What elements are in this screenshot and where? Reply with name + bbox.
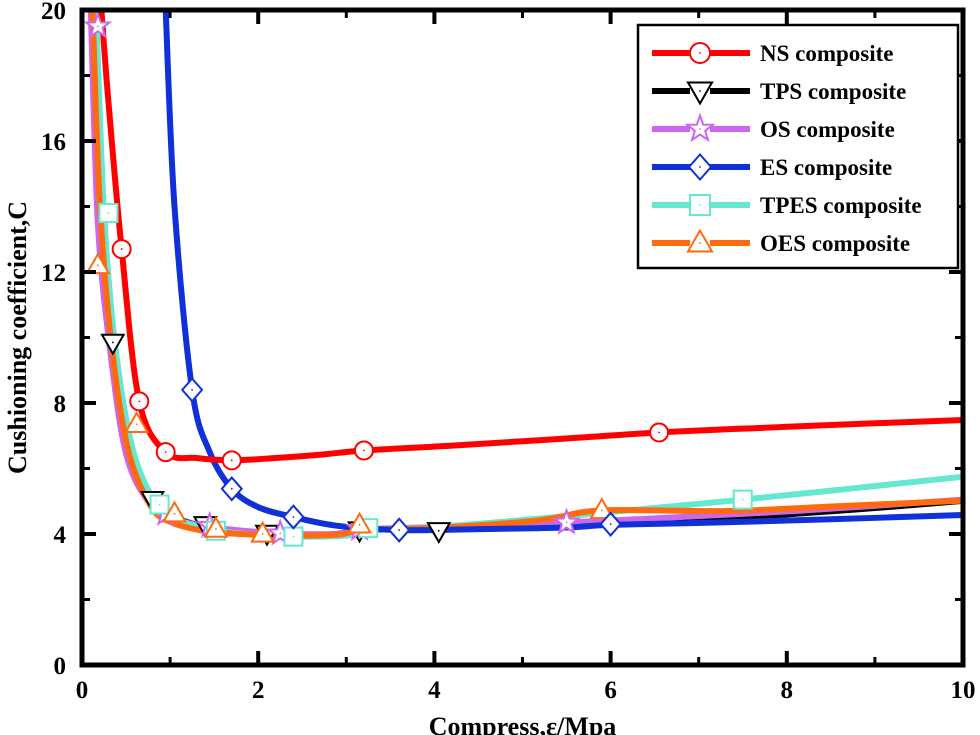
marker-circle	[353, 440, 374, 461]
marker-circle	[649, 422, 670, 443]
legend-label: OES composite	[760, 231, 910, 256]
axis-ticks	[80, 8, 965, 667]
legend-item-tps-composite[interactable]: TPS composite	[652, 79, 906, 106]
legend-item-oes-composite[interactable]: OES composite	[652, 228, 910, 257]
marker-square	[283, 526, 304, 547]
marker-circle	[689, 42, 711, 64]
y-tick-label: 0	[54, 653, 67, 680]
marker-triangle-up	[124, 411, 150, 433]
legend-item-ns-composite[interactable]: NS composite	[652, 41, 894, 66]
marker-diamond	[387, 517, 411, 543]
y-tick-label: 12	[41, 260, 66, 287]
x-tick-label: 4	[428, 677, 441, 704]
x-tick-label: 2	[252, 677, 265, 704]
x-axis-title: Compress,ε/Mpa	[429, 712, 617, 735]
legend-label: NS composite	[760, 41, 894, 66]
axis-tick-labels: 0 2 4 6 8 10 0 4 8 12 16 20	[41, 0, 976, 704]
legend-label: TPS composite	[760, 79, 906, 104]
marker-diamond	[599, 511, 622, 537]
x-tick-label: 0	[76, 677, 89, 704]
series-line	[162, 10, 963, 534]
marker-square	[98, 203, 119, 224]
legend-label: ES composite	[760, 155, 892, 180]
series-line	[98, 10, 963, 464]
marker-triangle-up	[346, 511, 373, 534]
marker-circle	[129, 391, 150, 412]
marker-square	[732, 489, 753, 510]
marker-diamond	[282, 504, 305, 530]
x-tick-label: 10	[951, 677, 976, 704]
y-tick-label: 16	[41, 129, 66, 156]
marker-circle	[111, 239, 132, 260]
marker-triangle-down	[686, 81, 714, 106]
legend-label: TPES composite	[760, 193, 922, 218]
series-es-composite	[162, 10, 963, 534]
marker-triangle-up	[250, 520, 276, 543]
marker-diamond	[220, 476, 244, 502]
y-tick-label: 4	[54, 522, 67, 549]
marker-star	[83, 11, 113, 39]
marker-triangle-up	[203, 515, 229, 538]
marker-square	[149, 494, 170, 515]
series-ns-composite	[98, 10, 963, 464]
marker-circle	[155, 442, 176, 463]
series-markers-es-composite	[180, 377, 622, 543]
marker-diamond	[687, 152, 713, 182]
curves-layer	[83, 10, 963, 547]
marker-triangle-up	[85, 252, 111, 275]
legend-label: OS composite	[760, 117, 895, 142]
legend-item-os-composite[interactable]: OS composite	[652, 112, 895, 143]
legend-item-es-composite[interactable]: ES composite	[652, 152, 892, 182]
legend-item-tpes-composite[interactable]: TPES composite	[652, 193, 922, 218]
marker-square	[689, 194, 711, 216]
marker-triangle-up	[589, 497, 615, 520]
y-tick-label: 20	[41, 0, 66, 25]
y-axis-title: Cushioning coefficient,C	[3, 201, 32, 474]
marker-star	[552, 507, 581, 535]
marker-circle	[221, 450, 242, 471]
legend-box	[636, 23, 960, 270]
marker-triangle-down	[426, 522, 452, 544]
series-markers-ns-composite	[111, 239, 670, 471]
marker-triangle-up	[686, 228, 714, 253]
marker-diamond	[180, 377, 204, 403]
marker-star	[684, 112, 716, 143]
series-markers-oes-composite	[85, 252, 615, 543]
x-tick-label: 8	[781, 677, 794, 704]
marker-triangle-down	[100, 333, 126, 356]
marker-triangle-up	[161, 500, 188, 523]
legend: NS composite TPS composite OS composite ES …	[636, 23, 960, 270]
x-tick-label: 6	[604, 677, 617, 704]
y-tick-label: 8	[54, 391, 67, 418]
